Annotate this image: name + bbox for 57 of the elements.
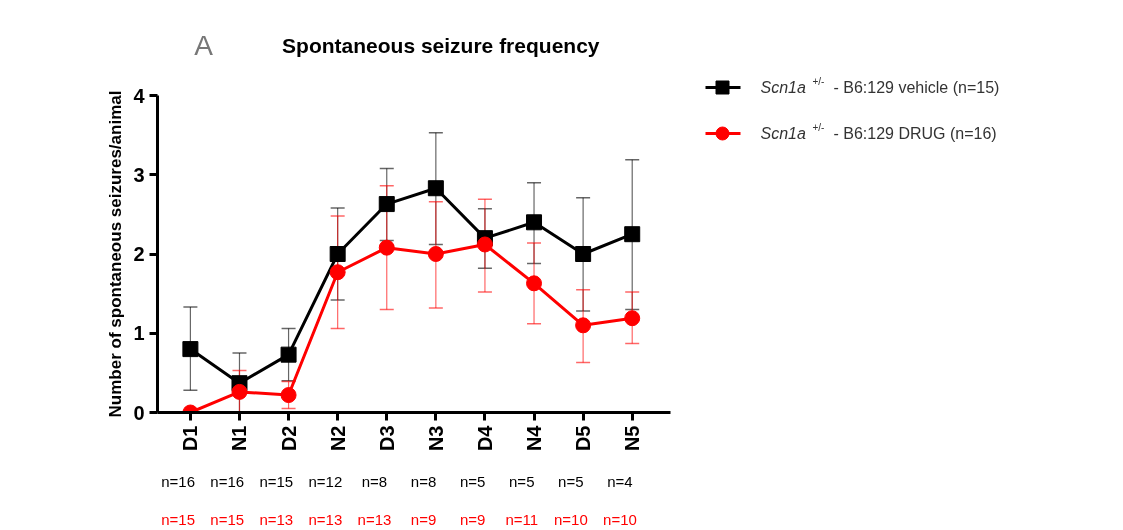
text: A	[194, 30, 214, 61]
text: n=13	[308, 511, 343, 528]
text: n=5	[459, 473, 486, 490]
x-tick-label: N2	[326, 425, 349, 452]
text: n=9	[410, 511, 437, 528]
text: n=15	[259, 473, 294, 490]
text: n=15	[161, 511, 196, 528]
legend-label: Scn1a+/- - B6:129 vehicle (n=15)	[760, 76, 1000, 96]
text: n=9	[459, 511, 486, 528]
text: n=10	[553, 511, 588, 528]
x-tick-label: N5	[621, 425, 644, 452]
point	[575, 317, 592, 334]
point	[280, 346, 297, 363]
text: n=16	[210, 473, 245, 490]
text: n=15	[210, 511, 245, 528]
x-tick-label: D3	[375, 425, 398, 452]
text: n=13	[357, 511, 392, 528]
point	[427, 180, 444, 197]
y-axis-title: Number of spontaneous seizures/animal	[106, 90, 126, 418]
x-tick-label: N3	[424, 425, 447, 452]
y-tick-label: 4	[133, 84, 146, 107]
text: n=13	[259, 511, 294, 528]
point	[427, 246, 444, 262]
point	[575, 246, 592, 262]
text: n=5	[558, 473, 584, 490]
text: n=11	[505, 511, 539, 528]
text: n=16	[161, 473, 196, 490]
point	[182, 341, 199, 358]
x-tick-label: D4	[473, 424, 496, 452]
point	[329, 264, 346, 281]
x-tick-label: N1	[228, 425, 251, 452]
x-tick-label: D5	[572, 425, 595, 452]
y-tick-label: 3	[133, 163, 145, 186]
y-tick-label: 2	[133, 243, 145, 265]
point	[624, 310, 641, 327]
point	[280, 387, 297, 404]
text: n=8	[410, 473, 437, 490]
x-tick-label: N4	[523, 424, 546, 452]
point	[476, 236, 493, 253]
point	[378, 239, 395, 256]
y-tick-label: 1	[133, 322, 145, 345]
point	[526, 275, 543, 292]
text: n=5	[509, 473, 535, 490]
legend-label: Scn1a+/- - B6:129 DRUG (n=16)	[760, 122, 997, 142]
point	[231, 383, 248, 400]
point	[378, 196, 395, 213]
x-tick-label: D1	[179, 425, 202, 452]
point	[624, 226, 641, 243]
y-tick-label: 0	[133, 401, 145, 424]
text: n=10	[603, 511, 637, 528]
chart-title: Spontaneous seizure frequency	[282, 34, 600, 57]
text: n=8	[361, 473, 388, 490]
point	[329, 246, 346, 262]
point	[526, 214, 543, 231]
text: n=12	[308, 473, 343, 490]
x-tick-label: D2	[277, 425, 300, 452]
text: n=4	[607, 473, 633, 490]
